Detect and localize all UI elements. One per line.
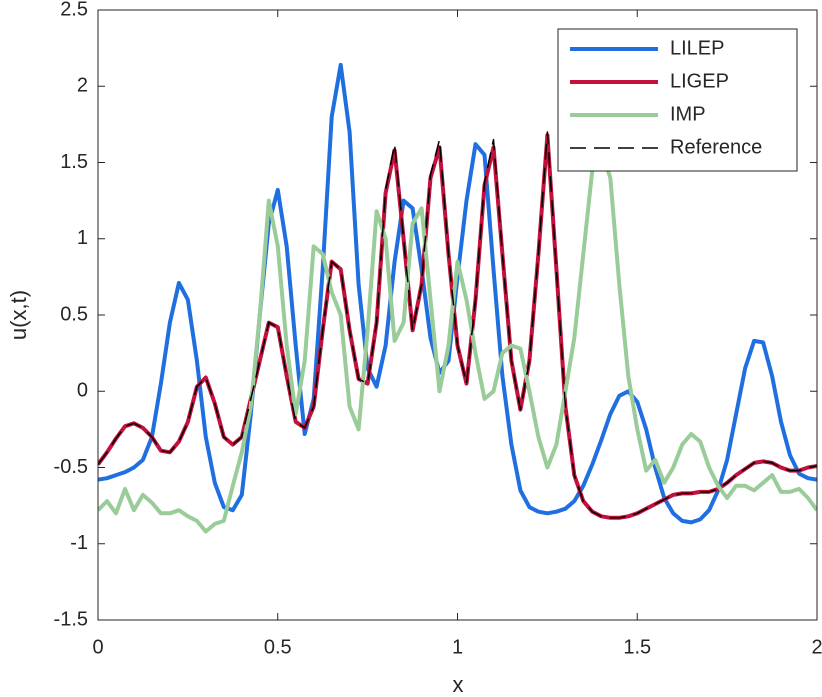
y-tick-label: 0: [77, 380, 88, 402]
axes-box: [97, 9, 818, 621]
y-tick-label: -0.5: [54, 456, 88, 478]
y-tick-label: 1.5: [60, 151, 88, 173]
plot-lines: [98, 62, 817, 534]
y-axis-label: u(x,t): [6, 290, 31, 340]
legend-label: LILEP: [670, 37, 724, 59]
series-line: [98, 131, 817, 519]
series-line: [98, 148, 817, 534]
x-axis-label: x: [453, 672, 464, 697]
x-tick-label: 2: [811, 636, 822, 658]
y-tick-label: 2.5: [60, 0, 88, 20]
x-tick-label: 1.5: [623, 636, 651, 658]
series-line: [98, 133, 817, 520]
x-tick-label: 0: [92, 636, 103, 658]
x-tick-label: 0.5: [264, 636, 292, 658]
y-tick-label: 1: [77, 227, 88, 249]
x-tick-label: 1: [452, 636, 463, 658]
legend-label: LIGEP: [670, 70, 729, 92]
y-tick-label: 2: [77, 75, 88, 97]
y-tick-label: -1.5: [54, 608, 88, 630]
legend-label: IMP: [670, 103, 706, 125]
y-tick-label: 0.5: [60, 303, 88, 325]
legend-label: Reference: [670, 136, 762, 158]
y-tick-label: -1: [70, 532, 88, 554]
